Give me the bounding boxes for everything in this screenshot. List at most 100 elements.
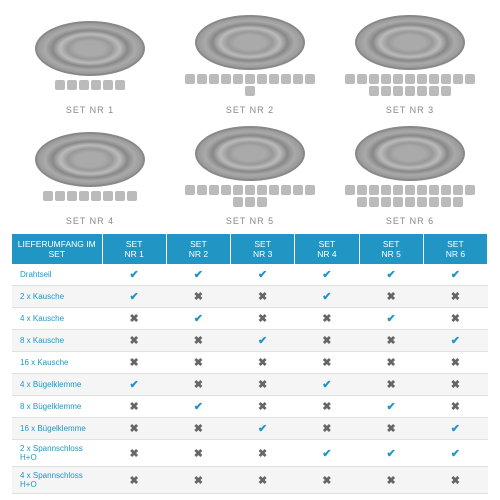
accessory-icon — [115, 191, 125, 201]
cell: ✔ — [295, 374, 359, 396]
cell: ✖ — [166, 352, 230, 374]
accessory-icon — [257, 185, 267, 195]
accessory-icon — [453, 74, 463, 84]
accessory-icon — [453, 185, 463, 195]
cross-icon: ✖ — [194, 357, 203, 369]
accessories-row — [55, 80, 125, 90]
accessory-icon — [67, 80, 77, 90]
cross-icon: ✖ — [258, 379, 267, 391]
row-label: 4 x Bügelklemme — [12, 374, 102, 396]
product-label: SET NR 1 — [66, 105, 114, 115]
cell: ✔ — [359, 440, 423, 467]
accessory-icon — [381, 197, 391, 207]
accessory-icon — [405, 86, 415, 96]
accessory-icon — [245, 185, 255, 195]
cell: ✖ — [102, 418, 166, 440]
accessory-icon — [369, 86, 379, 96]
table-row: 8 x Bügelklemme✖✔✖✖✔✖ — [12, 396, 488, 418]
accessories-row — [43, 191, 137, 201]
cell: ✖ — [166, 374, 230, 396]
accessory-icon — [369, 185, 379, 195]
product-5: SET NR 5 — [172, 119, 328, 226]
cell: ✔ — [295, 286, 359, 308]
cell: ✖ — [231, 396, 295, 418]
table-header-row: LIEFERUMFANG IM SETSETNR 1SETNR 2SETNR 3… — [12, 234, 488, 264]
cross-icon: ✖ — [130, 401, 139, 413]
accessory-icon — [209, 185, 219, 195]
cross-icon: ✖ — [194, 475, 203, 487]
accessory-icon — [281, 74, 291, 84]
column-header: SETNR 4 — [295, 234, 359, 264]
cross-icon: ✖ — [387, 291, 396, 303]
check-icon: ✔ — [387, 269, 396, 281]
cross-icon: ✖ — [322, 401, 331, 413]
accessory-icon — [257, 74, 267, 84]
accessory-icon — [115, 80, 125, 90]
cell: ✔ — [423, 264, 487, 286]
cell: ✖ — [102, 330, 166, 352]
row-label: 16 x Bügelklemme — [12, 418, 102, 440]
check-icon: ✔ — [258, 335, 267, 347]
row-label: 16 x Kausche — [12, 352, 102, 374]
cell: ✔ — [166, 264, 230, 286]
accessory-icon — [305, 74, 315, 84]
cross-icon: ✖ — [194, 448, 203, 460]
accessory-icon — [345, 74, 355, 84]
check-icon: ✔ — [130, 379, 139, 391]
table-body: Drahtseil✔✔✔✔✔✔2 x Kausche✔✖✖✔✖✖4 x Kaus… — [12, 264, 488, 494]
accessory-icon — [405, 74, 415, 84]
cross-icon: ✖ — [387, 357, 396, 369]
accessory-icon — [269, 185, 279, 195]
accessory-icon — [429, 197, 439, 207]
accessory-icon — [417, 74, 427, 84]
cross-icon: ✖ — [130, 475, 139, 487]
row-label: 2 x Spannschloss H+O — [12, 440, 102, 467]
accessory-icon — [91, 191, 101, 201]
accessory-icon — [381, 74, 391, 84]
cell: ✖ — [423, 396, 487, 418]
cross-icon: ✖ — [387, 475, 396, 487]
cross-icon: ✖ — [451, 357, 460, 369]
accessory-icon — [345, 185, 355, 195]
cell: ✖ — [102, 308, 166, 330]
accessory-icon — [185, 74, 195, 84]
accessory-icon — [429, 86, 439, 96]
table-row: 8 x Kausche✖✖✔✖✖✔ — [12, 330, 488, 352]
check-icon: ✔ — [194, 313, 203, 325]
cross-icon: ✖ — [258, 313, 267, 325]
accessory-icon — [233, 185, 243, 195]
accessory-icon — [369, 74, 379, 84]
check-icon: ✔ — [451, 448, 460, 460]
row-label: Drahtseil — [12, 264, 102, 286]
accessory-icon — [185, 185, 195, 195]
cross-icon: ✖ — [451, 291, 460, 303]
cross-icon: ✖ — [130, 423, 139, 435]
accessory-icon — [221, 185, 231, 195]
accessory-icon — [103, 80, 113, 90]
cell: ✖ — [359, 374, 423, 396]
cross-icon: ✖ — [258, 357, 267, 369]
cell: ✖ — [166, 286, 230, 308]
product-label: SET NR 6 — [386, 216, 434, 226]
wire-coil-icon — [355, 126, 465, 181]
check-icon: ✔ — [387, 313, 396, 325]
accessory-icon — [429, 74, 439, 84]
cell: ✔ — [231, 418, 295, 440]
accessory-icon — [393, 86, 403, 96]
check-icon: ✔ — [387, 448, 396, 460]
accessory-icon — [293, 185, 303, 195]
cross-icon: ✖ — [194, 291, 203, 303]
cross-icon: ✖ — [451, 313, 460, 325]
check-icon: ✔ — [451, 423, 460, 435]
product-4: SET NR 4 — [12, 119, 168, 226]
product-label: SET NR 5 — [226, 216, 274, 226]
accessory-icon — [293, 74, 303, 84]
product-image — [340, 119, 480, 214]
cross-icon: ✖ — [258, 291, 267, 303]
cell: ✖ — [102, 467, 166, 494]
cell: ✖ — [359, 418, 423, 440]
cross-icon: ✖ — [194, 379, 203, 391]
accessory-icon — [441, 197, 451, 207]
cross-icon: ✖ — [194, 335, 203, 347]
comparison-table-wrap: LIEFERUMFANG IM SETSETNR 1SETNR 2SETNR 3… — [0, 230, 500, 498]
